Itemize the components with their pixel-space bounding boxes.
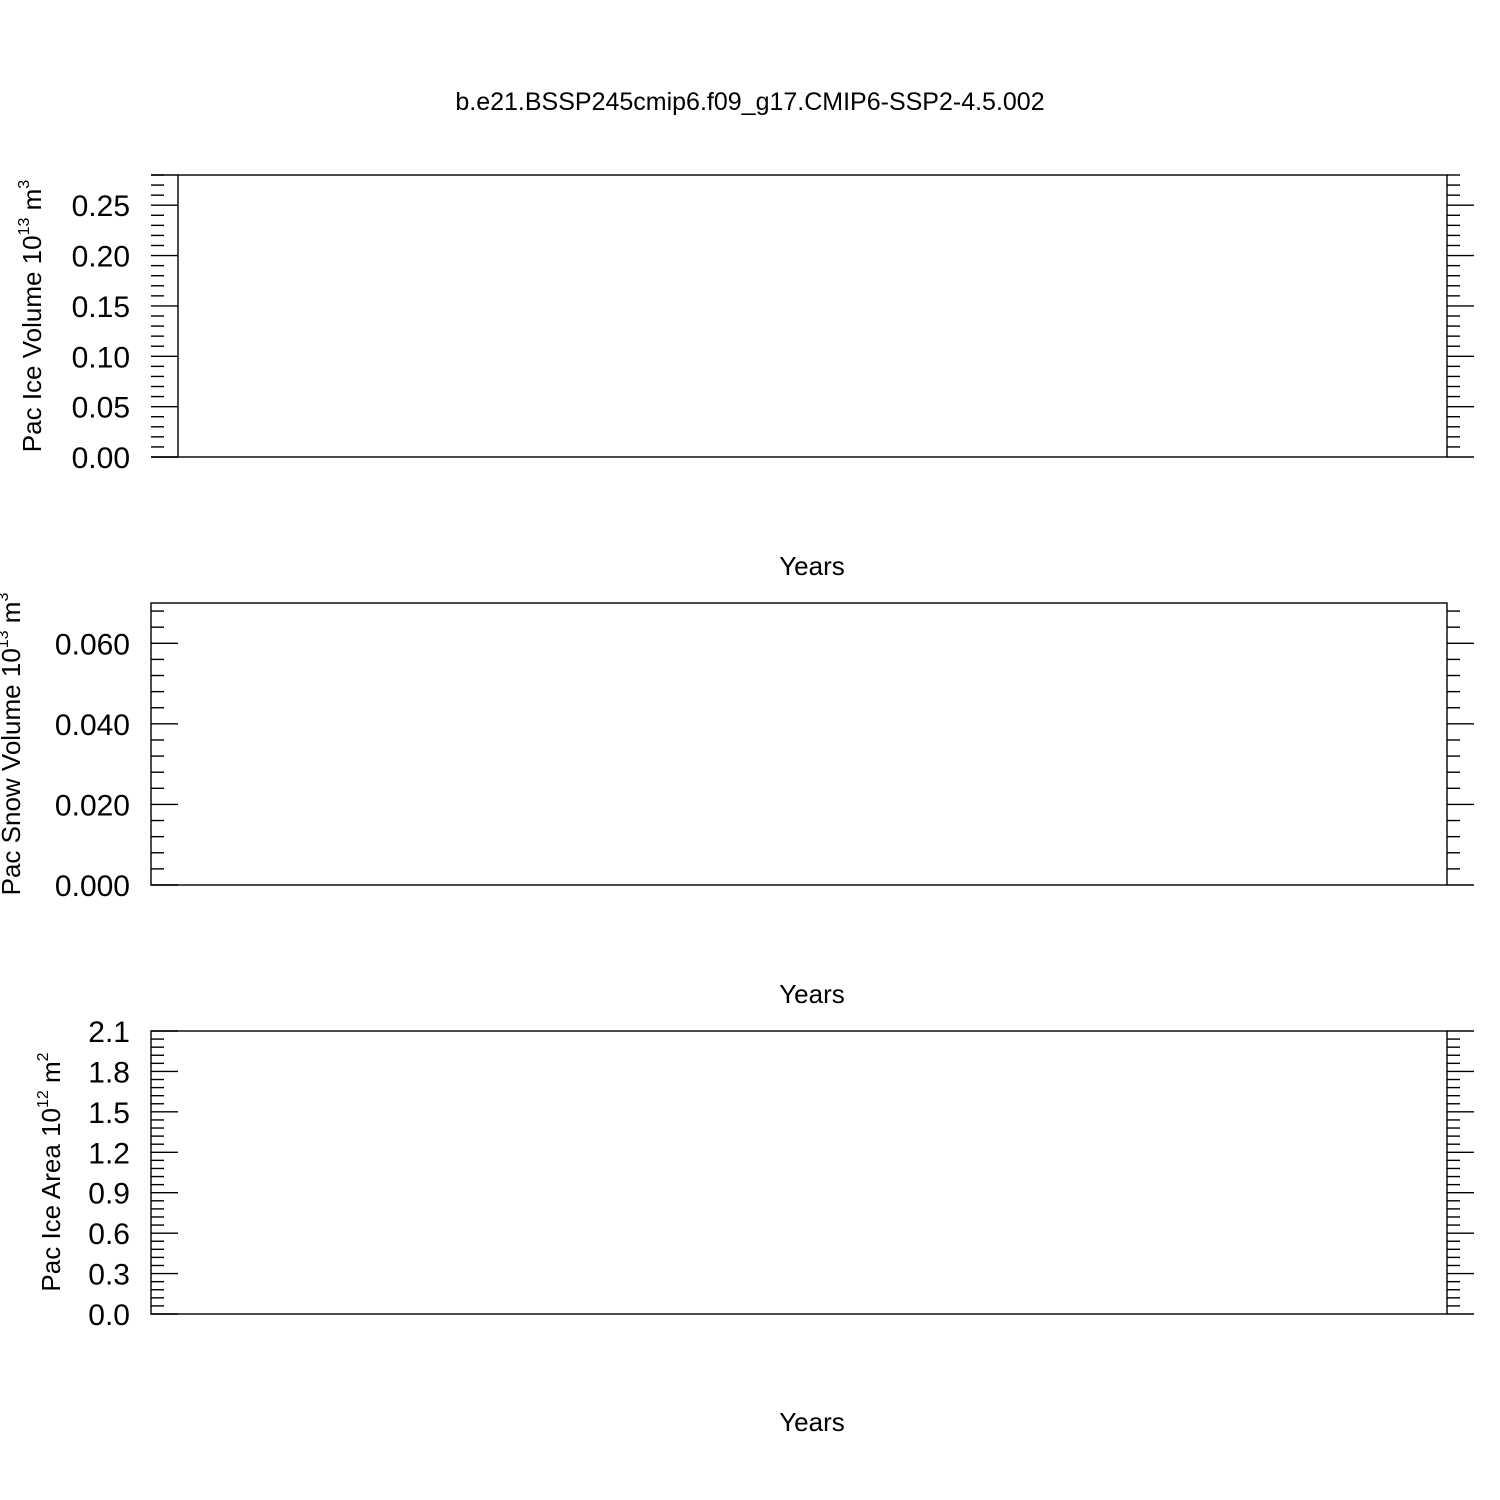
y-tick-label: 0.05 xyxy=(72,392,130,425)
y-tick-label: 0.00 xyxy=(72,442,130,475)
y-axis-title-text: Pac Snow Volume 10 xyxy=(0,648,26,895)
y-axis-exponent: 12 xyxy=(35,1090,52,1108)
y-axis-unit: m xyxy=(36,1061,66,1090)
panel-ice-area: 0.00.30.60.91.21.51.82.1 202020302040205… xyxy=(35,1016,1474,1437)
y-axis-exponent: 13 xyxy=(0,630,12,648)
plot-frame xyxy=(150,602,1448,886)
y-tick-label: 0.000 xyxy=(55,870,130,903)
y-tick-label: 0.25 xyxy=(72,190,130,223)
x-axis-title: Years xyxy=(779,979,845,1009)
y-tick-label: 0.15 xyxy=(72,291,130,324)
y-tick-label: 0.020 xyxy=(55,789,130,822)
y-tick-label: 0.3 xyxy=(88,1259,130,1292)
y-tick-label: 1.8 xyxy=(88,1056,130,1089)
plot-frame xyxy=(150,1030,1448,1315)
y-axis-ticks: 0.0 0.3 0.6 0.9 1.2 1.5 1.8 2.1 xyxy=(88,1016,1474,1332)
y-axis-unit-exponent: 3 xyxy=(16,180,33,189)
y-axis-title-text: Pac Ice Volume 10 xyxy=(17,235,47,452)
y-tick-label: 0.040 xyxy=(55,709,130,742)
y-tick-label: 2.1 xyxy=(88,1016,130,1049)
chart-title: b.e21.BSSP245cmip6.f09_g17.CMIP6-SSP2-4.… xyxy=(455,88,1044,116)
y-tick-label: 0.060 xyxy=(55,628,130,661)
y-axis-exponent: 13 xyxy=(16,217,33,235)
minor-ticks xyxy=(151,1038,1460,1307)
y-axis-title: Pac Ice Volume 1013 m3 xyxy=(16,180,47,453)
y-axis-unit: m xyxy=(17,189,47,218)
minor-ticks xyxy=(151,174,1460,448)
y-tick-label: 1.5 xyxy=(88,1097,130,1130)
x-axis-title: Years xyxy=(779,1407,845,1437)
y-tick-label: 0.9 xyxy=(88,1178,130,1211)
panel-ice-volume: 0.000.050.100.150.200.25 202020302040205… xyxy=(16,174,1474,581)
plot-frame xyxy=(177,174,1448,458)
y-tick-label: 0.0 xyxy=(88,1299,130,1332)
y-axis-unit: m xyxy=(0,602,26,631)
y-tick-label: 0.6 xyxy=(88,1218,130,1251)
y-axis-ticks: 0.00 0.05 0.10 0.15 0.20 0.25 xyxy=(72,174,1474,475)
y-axis-unit-exponent: 3 xyxy=(0,593,12,602)
y-axis-ticks: 0.000 0.020 0.040 0.060 xyxy=(55,628,1474,903)
y-tick-label: 1.2 xyxy=(88,1137,130,1170)
y-tick-label: 0.20 xyxy=(72,241,130,274)
y-axis-title-text: Pac Ice Area 10 xyxy=(36,1108,66,1292)
y-axis-title: Pac Snow Volume 1013 m3 xyxy=(0,593,26,896)
minor-ticks xyxy=(151,610,1460,870)
y-axis-unit-exponent: 2 xyxy=(35,1052,52,1061)
x-axis-title: Years xyxy=(779,551,845,581)
y-tick-label: 0.10 xyxy=(72,341,130,374)
y-axis-title: Pac Ice Area 1012 m2 xyxy=(35,1052,66,1291)
